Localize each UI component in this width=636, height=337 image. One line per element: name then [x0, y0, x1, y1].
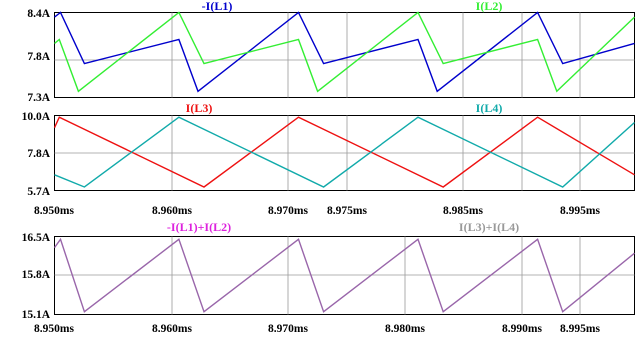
series-line-2-1: [53, 116, 635, 188]
panel-3: 16.5A 15.8A 15.1A 8.950ms 8.960ms 8.970m…: [22, 220, 635, 335]
y-tick-labels-2: 10.0A 7.8A 5.7A: [22, 111, 51, 198]
y-tick-label: 16.5A: [22, 232, 51, 244]
series-title-neg-il1: -I(L1): [202, 0, 233, 13]
x-tick-label: 8.975ms: [327, 205, 367, 217]
x-tick-label: 8.980ms: [385, 323, 425, 335]
series-line-3-1: [53, 237, 635, 313]
y-tick-label: 7.8A: [27, 148, 50, 160]
x-tick-label: 8.995ms: [560, 205, 600, 217]
series-3: [53, 237, 635, 313]
x-tick-label: 8.950ms: [34, 205, 74, 217]
grid-1: [54, 12, 635, 98]
series-title-il4: I(L4): [476, 101, 503, 115]
series-title-sum-l1-l2: -I(L1)+I(L2): [167, 220, 231, 234]
y-tick-label: 8.4A: [27, 8, 50, 20]
y-tick-label: 7.8A: [27, 51, 50, 63]
x-tick-label: 8.950ms: [34, 323, 74, 335]
series-title-il3: I(L3): [186, 101, 213, 115]
panel-2: 10.0A 7.8A 5.7A 8.950ms 8.960ms 8.970ms …: [22, 101, 635, 217]
series-title-sum-l3-l4: I(L3)+I(L4): [459, 220, 519, 234]
plot-frame-3: [54, 236, 635, 315]
x-tick-label: 8.995ms: [560, 323, 600, 335]
panel-1: 8.4A 7.8A 7.3A -I(L1) I(L2): [27, 0, 635, 104]
y-tick-labels-1: 8.4A 7.8A 7.3A: [27, 8, 50, 104]
series-line-1-1: [54, 11, 635, 93]
y-tick-label: 5.7A: [27, 186, 50, 198]
y-tick-labels-3: 16.5A 15.8A 15.1A: [22, 232, 51, 321]
x-tick-label: 8.970ms: [268, 323, 308, 335]
x-tick-label: 8.990ms: [502, 323, 542, 335]
series-line-1-2: [54, 11, 635, 93]
y-tick-label: 7.3A: [27, 92, 50, 104]
x-tick-labels-2: 8.950ms 8.960ms 8.970ms 8.975ms 8.985ms …: [34, 205, 600, 217]
x-tick-label: 8.970ms: [268, 205, 308, 217]
series-line-2-2: [54, 116, 635, 188]
x-tick-label: 8.960ms: [152, 323, 192, 335]
y-tick-label: 15.8A: [22, 269, 51, 281]
x-tick-label: 8.960ms: [152, 205, 192, 217]
series-title-il2: I(L2): [476, 0, 503, 13]
x-tick-label: 8.985ms: [443, 205, 483, 217]
series-1: [54, 11, 635, 93]
plot-frame-1: [54, 12, 635, 98]
series-2: [53, 116, 635, 188]
y-tick-label: 15.1A: [22, 309, 51, 321]
y-tick-label: 10.0A: [22, 111, 51, 123]
x-tick-labels-3: 8.950ms 8.960ms 8.970ms 8.980ms 8.990ms …: [34, 323, 600, 335]
